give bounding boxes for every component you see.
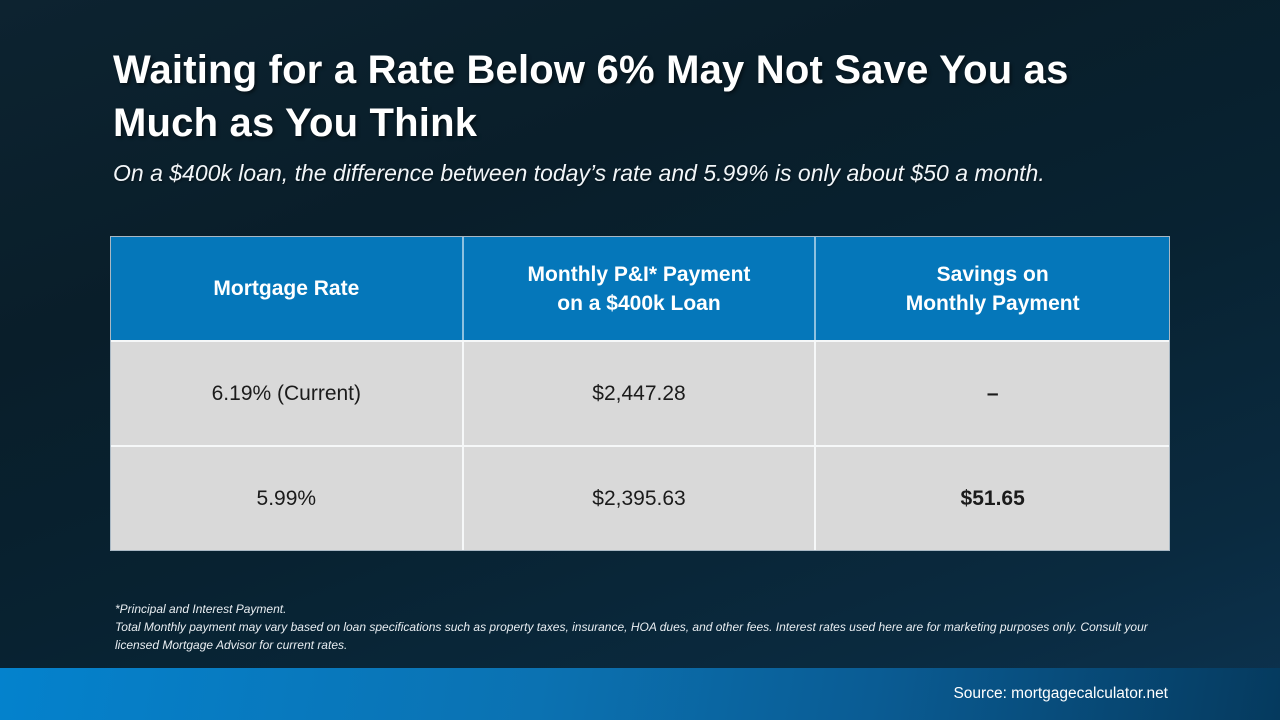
header-cell-savings: Savings on Monthly Payment [816,237,1169,340]
header-monthly-payment-line-2: on a $400k Loan [557,291,721,315]
subtitle: On a $400k loan, the difference between … [113,160,1045,186]
row2-payment-cell: $2,395.63 [463,445,817,550]
header-savings-line-2: Monthly Payment [905,291,1080,315]
row1-savings-cell: – [816,340,1169,445]
row2-rate-cell: 5.99% [111,445,464,550]
page-title-line-2: Much as You Think [113,101,478,145]
page-title: Waiting for a Rate Below 6% May Not Save… [113,44,1183,150]
footnote-line-1: *Principal and Interest Payment. [115,602,287,616]
rate-comparison-table: Mortgage Rate Monthly P&I* Payment on a … [110,236,1170,551]
row1-rate-cell: 6.19% (Current) [111,340,464,445]
header-savings-line-1: Savings on [936,262,1049,286]
header-mortgage-rate-line-1: Mortgage Rate [213,277,360,300]
header-monthly-payment-line-1: Monthly P&I* Payment [527,262,751,286]
bottom-bar: Source: mortgagecalculator.net [0,668,1280,720]
page-title-line-1: Waiting for a Rate Below 6% May Not Save… [113,48,1069,92]
footnote: *Principal and Interest Payment. Total M… [115,600,1155,654]
source-text: Source: mortgagecalculator.net [953,685,1168,702]
header-cell-monthly-payment: Monthly P&I* Payment on a $400k Loan [463,237,817,340]
footnote-line-2: Total Monthly payment may vary based on … [115,620,1148,652]
row1-payment-cell: $2,447.28 [463,340,817,445]
row2-savings-cell: $51.65 [816,445,1169,550]
header-cell-mortgage-rate: Mortgage Rate [111,237,464,340]
